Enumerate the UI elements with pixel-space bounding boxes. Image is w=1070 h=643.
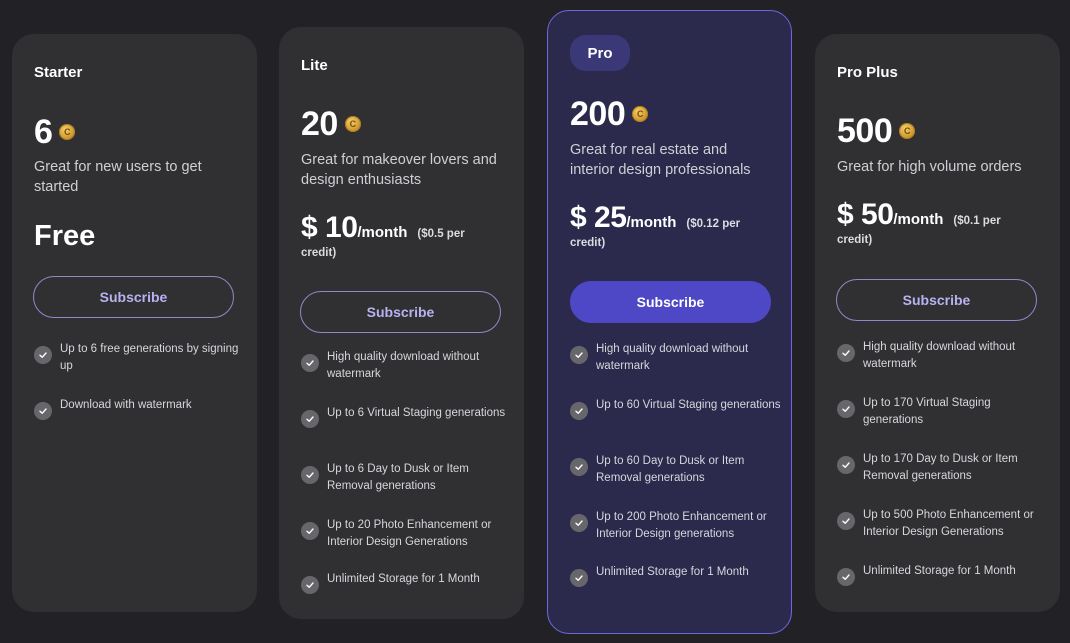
feature-item: Up to 170 Day to Dusk or Item Removal ge… bbox=[837, 451, 1049, 485]
feature-item: Unlimited Storage for 1 Month bbox=[837, 563, 1049, 586]
price-per-credit-unit: credit) bbox=[570, 237, 606, 249]
credits-row: 200 C bbox=[570, 94, 649, 134]
credits-amount: 200 bbox=[570, 95, 626, 133]
check-circle-icon bbox=[837, 568, 855, 586]
check-circle-icon bbox=[837, 456, 855, 474]
feature-text: Up to 60 Virtual Staging generations bbox=[596, 399, 781, 411]
check-circle-icon bbox=[570, 346, 588, 364]
feature-item: Unlimited Storage for 1 Month bbox=[570, 564, 782, 587]
feature-item: High quality download without watermark bbox=[837, 339, 1049, 373]
plan-price-free: Free bbox=[34, 220, 96, 252]
check-circle-icon bbox=[301, 354, 319, 372]
price-amount: $ 25 bbox=[570, 201, 627, 234]
price-amount: $ 50 bbox=[837, 198, 894, 231]
credits-row: 20 C bbox=[301, 104, 361, 144]
plan-description: Great for new users to get started bbox=[34, 159, 202, 195]
feature-text: High quality download without watermark bbox=[596, 343, 749, 372]
check-circle-icon bbox=[301, 576, 319, 594]
feature-item: Up to 20 Photo Enhancement or Interior D… bbox=[301, 517, 513, 551]
feature-text: Up to 6 Day to Dusk or Item Removal gene… bbox=[327, 463, 469, 492]
price-period: /month bbox=[626, 214, 677, 231]
feature-item: Up to 60 Day to Dusk or Item Removal gen… bbox=[570, 453, 782, 487]
coin-icon: C bbox=[632, 106, 649, 122]
price-amount: $ 10 bbox=[301, 211, 358, 244]
price-per-credit: ($0.5 per bbox=[417, 228, 465, 240]
feature-item: Up to 6 Day to Dusk or Item Removal gene… bbox=[301, 461, 513, 495]
plan-card-pro: Pro 200 C Great for real estate and inte… bbox=[547, 10, 792, 634]
plan-price: $ 10/month ($0.5 per credit) bbox=[301, 211, 465, 259]
subscribe-button[interactable]: Subscribe bbox=[300, 291, 501, 333]
feature-item: Up to 6 Virtual Staging generations bbox=[301, 405, 513, 428]
feature-text: Unlimited Storage for 1 Month bbox=[863, 565, 1016, 577]
feature-item: Unlimited Storage for 1 Month bbox=[301, 571, 513, 594]
plan-description: Great for makeover lovers and design ent… bbox=[301, 152, 497, 188]
price-period: /month bbox=[357, 224, 408, 241]
feature-text: High quality download without watermark bbox=[863, 341, 1016, 370]
plan-name: Pro bbox=[587, 44, 613, 62]
plan-card-starter: Starter 6 C Great for new users to get s… bbox=[12, 34, 257, 612]
feature-item: Download with watermark bbox=[34, 397, 246, 420]
feature-item: Up to 200 Photo Enhancement or Interior … bbox=[570, 509, 782, 543]
feature-text: Up to 6 free generations by signing up bbox=[60, 343, 239, 372]
plan-description: Great for high volume orders bbox=[837, 159, 1022, 175]
plan-name: Starter bbox=[34, 64, 83, 81]
subscribe-button[interactable]: Subscribe bbox=[836, 279, 1037, 321]
subscribe-button[interactable]: Subscribe bbox=[33, 276, 234, 318]
feature-item: Up to 170 Virtual Staging generations bbox=[837, 395, 1049, 429]
feature-item: Up to 60 Virtual Staging generations bbox=[570, 397, 782, 420]
price-per-credit-unit: credit) bbox=[301, 247, 337, 259]
credits-row: 6 C bbox=[34, 112, 76, 152]
plan-name: Lite bbox=[301, 57, 328, 74]
plan-card-pro-plus: Pro Plus 500 C Great for high volume ord… bbox=[815, 34, 1060, 612]
feature-item: High quality download without watermark bbox=[570, 341, 782, 375]
feature-text: Unlimited Storage for 1 Month bbox=[327, 573, 480, 585]
check-circle-icon bbox=[34, 346, 52, 364]
check-circle-icon bbox=[570, 569, 588, 587]
check-circle-icon bbox=[837, 400, 855, 418]
subscribe-button[interactable]: Subscribe bbox=[570, 281, 771, 323]
feature-text: Up to 60 Day to Dusk or Item Removal gen… bbox=[596, 455, 745, 484]
credits-amount: 6 bbox=[34, 113, 53, 151]
check-circle-icon bbox=[837, 512, 855, 530]
plan-card-lite: Lite 20 C Great for makeover lovers and … bbox=[279, 27, 524, 619]
check-circle-icon bbox=[570, 458, 588, 476]
feature-text: Up to 170 Day to Dusk or Item Removal ge… bbox=[863, 453, 1018, 482]
check-circle-icon bbox=[301, 410, 319, 428]
plan-name: Pro Plus bbox=[837, 64, 898, 81]
check-circle-icon bbox=[570, 514, 588, 532]
credits-amount: 20 bbox=[301, 105, 338, 143]
credits-amount: 500 bbox=[837, 112, 893, 150]
feature-item: Up to 6 free generations by signing up bbox=[34, 341, 246, 375]
plan-price: $ 50/month ($0.1 per credit) bbox=[837, 198, 1001, 246]
feature-item: Up to 500 Photo Enhancement or Interior … bbox=[837, 507, 1049, 541]
feature-text: Up to 200 Photo Enhancement or Interior … bbox=[596, 511, 767, 540]
feature-text: Unlimited Storage for 1 Month bbox=[596, 566, 749, 578]
feature-text: Up to 20 Photo Enhancement or Interior D… bbox=[327, 519, 492, 548]
coin-icon: C bbox=[59, 124, 76, 140]
check-circle-icon bbox=[34, 402, 52, 420]
feature-item: High quality download without watermark bbox=[301, 349, 513, 383]
price-per-credit: ($0.1 per bbox=[953, 215, 1001, 227]
plan-price: $ 25/month ($0.12 per credit) bbox=[570, 201, 740, 249]
check-circle-icon bbox=[301, 466, 319, 484]
price-period: /month bbox=[893, 211, 944, 228]
feature-text: High quality download without watermark bbox=[327, 351, 480, 380]
credits-row: 500 C bbox=[837, 111, 916, 151]
coin-icon: C bbox=[899, 123, 916, 139]
coin-icon: C bbox=[344, 116, 361, 132]
feature-text: Up to 170 Virtual Staging generations bbox=[863, 397, 991, 426]
check-circle-icon bbox=[301, 522, 319, 540]
plan-description: Great for real estate and interior desig… bbox=[570, 142, 751, 178]
check-circle-icon bbox=[837, 344, 855, 362]
feature-text: Up to 6 Virtual Staging generations bbox=[327, 407, 506, 419]
feature-text: Up to 500 Photo Enhancement or Interior … bbox=[863, 509, 1034, 538]
check-circle-icon bbox=[570, 402, 588, 420]
price-per-credit-unit: credit) bbox=[837, 234, 873, 246]
feature-text: Download with watermark bbox=[60, 399, 192, 411]
price-per-credit: ($0.12 per bbox=[686, 218, 741, 230]
plan-name-badge: Pro bbox=[570, 35, 630, 71]
